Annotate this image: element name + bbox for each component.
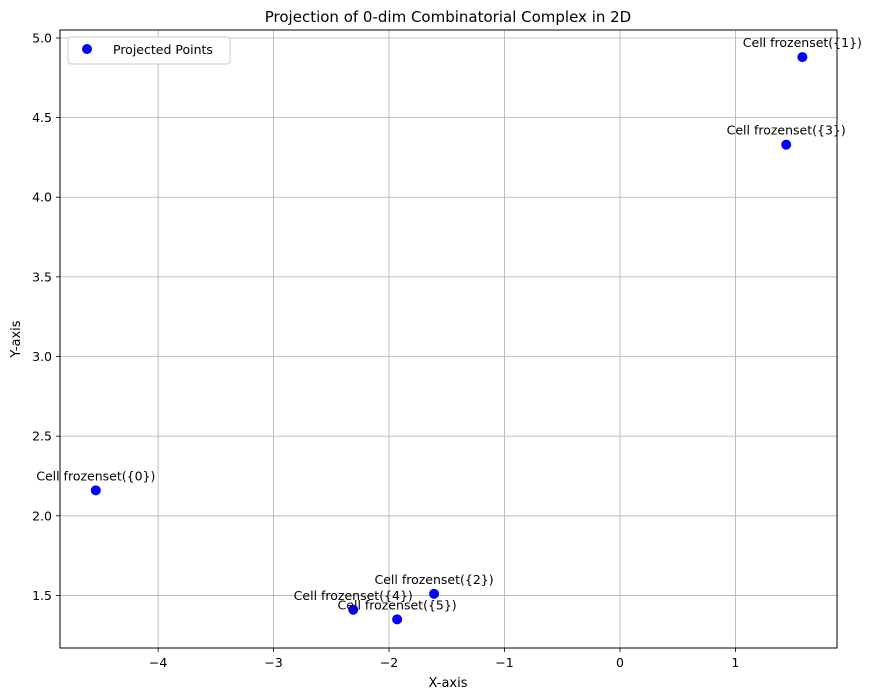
point-label: Cell frozenset({1}) bbox=[743, 35, 862, 50]
data-point bbox=[797, 52, 808, 63]
data-point bbox=[348, 604, 359, 615]
y-tick-label: 4.0 bbox=[32, 190, 52, 205]
x-tick-label: −4 bbox=[149, 655, 167, 670]
y-tick-label: 2.0 bbox=[32, 508, 52, 523]
data-point bbox=[781, 139, 792, 150]
legend: Projected Points bbox=[67, 36, 231, 65]
x-tick-label: 1 bbox=[731, 655, 739, 670]
plot-area bbox=[59, 29, 838, 649]
axis-ticks: −4 −3 −2 −1 0 1 1.5 2.0 2.5 3.0 3.5 4.0 4.5 5.0 bbox=[32, 30, 739, 670]
point-label: Cell frozenset({2}) bbox=[374, 572, 493, 587]
x-axis-label: X-axis bbox=[429, 676, 468, 691]
point-label: Cell frozenset({4}) bbox=[294, 588, 413, 603]
data-points bbox=[90, 52, 808, 625]
point-label: Cell frozenset({0}) bbox=[36, 468, 155, 483]
y-tick-label: 3.0 bbox=[32, 349, 52, 364]
y-tick-label: 2.5 bbox=[32, 429, 52, 444]
x-tick-label: −3 bbox=[264, 655, 282, 670]
x-tick-label: 0 bbox=[616, 655, 624, 670]
x-tick-label: −1 bbox=[495, 655, 513, 670]
point-label: Cell frozenset({5}) bbox=[338, 597, 457, 612]
point-label: Cell frozenset({3}) bbox=[727, 123, 846, 138]
y-tick-label: 3.5 bbox=[32, 269, 52, 284]
y-axis-label: Y-axis bbox=[9, 320, 24, 358]
y-tick-label: 1.5 bbox=[32, 588, 52, 603]
chart-title: Projection of 0-dim Combinatorial Comple… bbox=[265, 8, 631, 26]
y-tick-label: 4.5 bbox=[32, 110, 52, 125]
legend-marker bbox=[82, 44, 92, 54]
y-tick-label: 5.0 bbox=[32, 30, 52, 45]
data-point bbox=[392, 614, 403, 625]
data-point bbox=[429, 588, 440, 599]
grid bbox=[60, 30, 837, 648]
x-tick-label: −2 bbox=[380, 655, 398, 670]
legend-box bbox=[67, 36, 231, 65]
data-point bbox=[90, 485, 101, 496]
point-labels: Cell frozenset({0}) Cell frozenset({1}) Ce… bbox=[36, 35, 862, 612]
legend-label: Projected Points bbox=[113, 42, 213, 57]
